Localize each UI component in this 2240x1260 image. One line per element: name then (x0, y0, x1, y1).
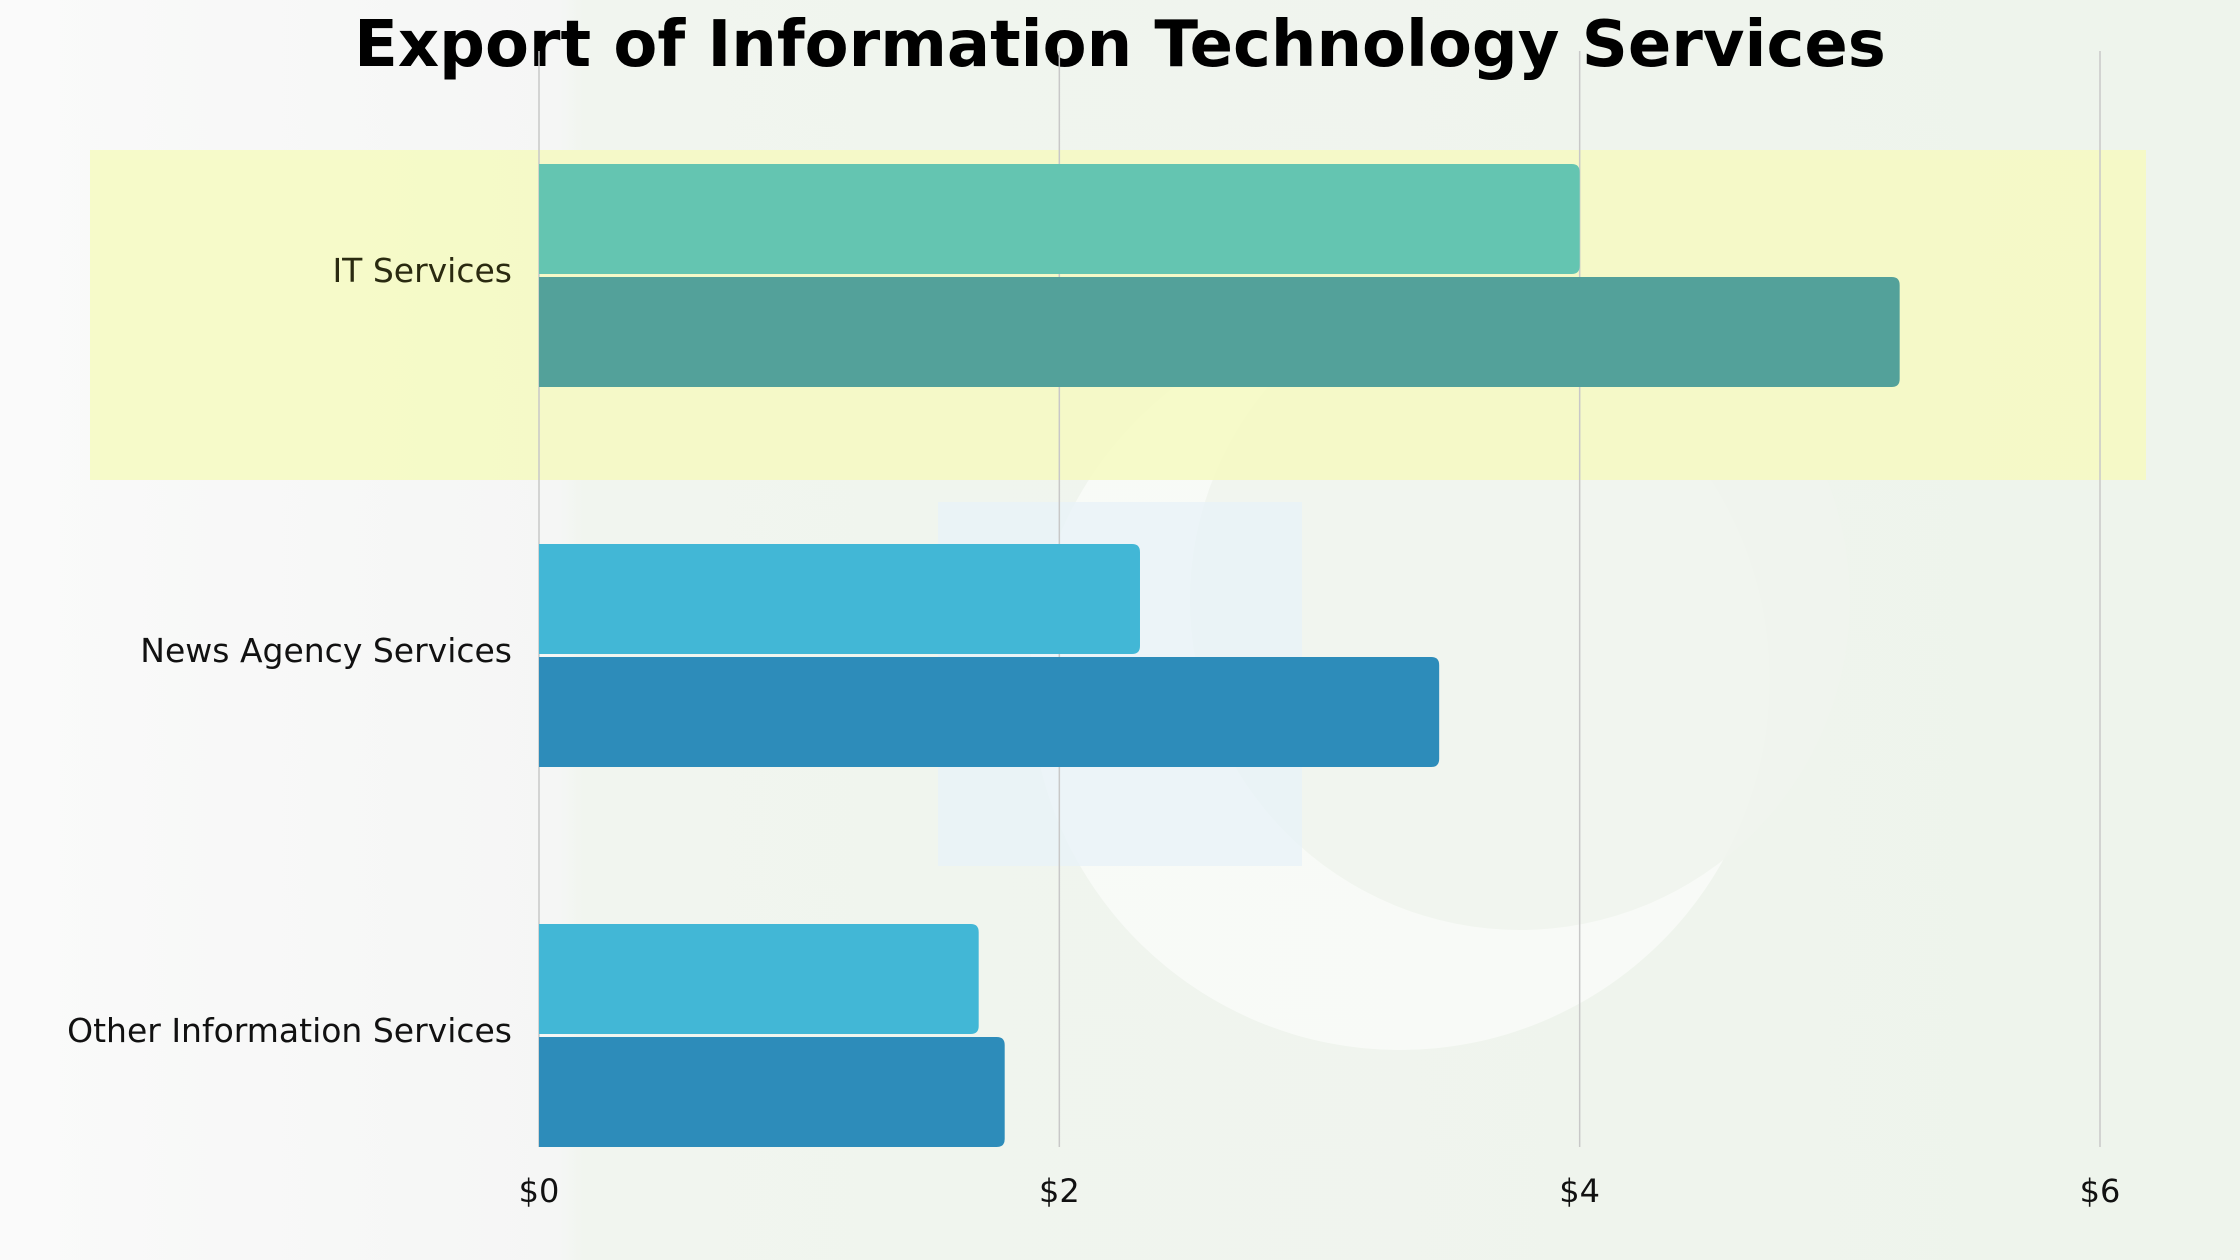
x-tick-label: $0 (519, 1172, 560, 1210)
category-label: News Agency Services (140, 631, 512, 670)
category-label: IT Services (332, 251, 512, 290)
bar (539, 164, 1580, 274)
bar (539, 924, 979, 1034)
x-tick-label: $2 (1039, 1172, 1080, 1210)
x-tick-label: $6 (2080, 1172, 2121, 1210)
bar (539, 277, 1900, 387)
bar (539, 544, 1140, 654)
chart-title: Export of Information Technology Service… (354, 8, 1886, 82)
category-label: Other Information Services (67, 1011, 512, 1050)
bar (539, 1037, 1005, 1147)
bar (539, 657, 1440, 767)
x-tick-label: $4 (1559, 1172, 1600, 1210)
